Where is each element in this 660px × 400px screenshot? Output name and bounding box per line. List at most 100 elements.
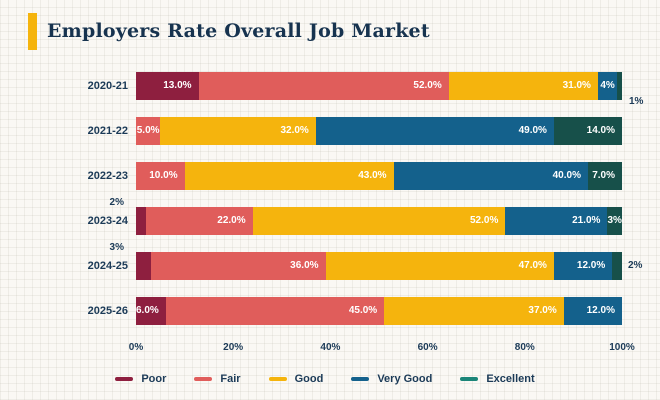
bar-track: 6.0% 45.0% 37.0% 12.0% [136,297,622,325]
bar-segment-very-good: 12.0% [563,297,622,325]
bar-segment-very-good: 12.0% [553,252,613,280]
legend-swatch-fair [194,377,213,381]
legend-item: Excellent [460,373,535,385]
value-label: 22.0% [217,215,246,226]
bar-segment-excellent: 2% [612,252,642,280]
x-axis-tick: 20% [223,342,244,353]
value-label: 2% [109,197,124,208]
chart-row: 2020-21 13.0% 52.0% 31.0% 4% 1% [28,72,643,107]
value-label: 7.0% [592,170,615,181]
chart-row: 2025-26 6.0% 45.0% 37.0% 12.0% [28,297,622,325]
row-label: 2025-26 [87,305,128,317]
value-label: 6.0% [136,305,159,316]
chart-row: 2021-22 5.0% 32.0% 49.0% 14.0% [28,117,622,145]
chart-row: 2022-23 10.0% 43.0% 40.0% 7.0% [28,162,622,190]
value-label: 43.0% [358,170,387,181]
bar-segment-very-good: 21.0% [505,207,608,235]
title-accent-bar [28,12,37,50]
bar-segment-fair: 10.0% [136,162,185,190]
chart-rows: 2020-21 13.0% 52.0% 31.0% 4% 1% 2021-22 5.0% 32.… [28,72,643,325]
value-label: 40.0% [552,170,581,181]
legend-swatch-very-good [351,377,370,381]
value-label: 37.0% [528,305,557,316]
legend-label: Good [294,373,324,385]
bar-segment-poor: 3% [110,243,151,280]
value-label: 45.0% [348,305,378,316]
x-axis-tick: 40% [320,342,341,353]
value-label: 31.0% [562,80,591,91]
x-axis-tick: 0% [128,342,144,353]
legend-label: Poor [141,373,167,385]
bar-track: 3% 36.0% 47.0% 12.0% 2% [110,243,642,280]
x-axis: 0% 20% 40% 60% 80% 100% [129,342,635,356]
value-label: 3% [607,215,622,226]
bar-segment-good: 52.0% [252,207,506,235]
bar-track: 5.0% 32.0% 49.0% 14.0% [136,117,622,145]
bar-segment-good: 43.0% [184,162,394,190]
chart-title: Employers Rate Overall Job Market [47,20,430,42]
row-label: 2024-25 [87,260,128,272]
row-label: 2020-21 [87,80,128,92]
value-label: 14.0% [586,125,615,136]
chart-header: Employers Rate Overall Job Market [0,0,660,50]
chart-legend: Poor Fair Good Very Good Excellent [28,373,622,385]
legend-swatch-poor [115,377,134,381]
legend-label: Excellent [486,373,535,385]
legend-label: Very Good [377,373,433,385]
value-label: 12.0% [586,305,615,316]
bar-segment-good: 32.0% [160,117,316,145]
bar-segment-very-good: 49.0% [315,117,554,145]
bar-segment-very-good: 4% [597,72,618,100]
bar-segment-good: 47.0% [325,252,554,280]
value-label: 13.0% [163,80,192,91]
row-label: 2022-23 [87,170,128,182]
value-label: 52.0% [470,215,499,226]
bar-segment-fair: 5.0% [136,117,161,145]
row-label: 2021-22 [87,125,128,137]
value-label: 4% [600,80,615,91]
bar-segment-poor: 13.0% [136,72,199,100]
value-label: 47.0% [518,260,547,271]
bar-track: 13.0% 52.0% 31.0% 4% 1% [136,72,643,107]
legend-item: Fair [194,373,241,385]
bar-segment-excellent: 14.0% [553,117,622,145]
x-axis-tick: 100% [609,342,635,353]
value-label: 52.0% [413,80,442,91]
legend-item: Poor [115,373,166,385]
value-label: 12.0% [576,260,606,271]
bar-segment-very-good: 40.0% [393,162,588,190]
value-label: 10.0% [149,170,178,181]
bar-segment-excellent: 3% [607,207,622,235]
bar-track: 10.0% 43.0% 40.0% 7.0% [136,162,622,190]
legend-swatch-good [268,377,287,381]
bar-segment-poor: 6.0% [136,297,166,325]
bar-segment-excellent: 7.0% [587,162,622,190]
bar-segment-excellent: 1% [617,72,643,107]
value-label: 2% [627,260,643,271]
value-label: 32.0% [280,125,309,136]
bar-segment-good: 31.0% [448,72,598,100]
bar-segment-fair: 45.0% [165,297,385,325]
bar-segment-fair: 22.0% [145,207,253,235]
bar-segment-fair: 36.0% [150,252,326,280]
x-axis-tick: 80% [514,342,535,353]
value-label: 36.0% [290,260,319,271]
value-label: 49.0% [518,125,547,136]
value-label: 1% [629,96,644,107]
value-label: 5.0% [136,125,160,136]
bar-segment-fair: 52.0% [198,72,449,100]
x-axis-tick: 60% [417,342,438,353]
legend-label: Fair [220,373,241,385]
legend-item: Good [268,373,324,385]
value-label: 3% [109,242,124,253]
chart-row: 2023-24 2% 22.0% 52.0% 21.0% 3% [28,198,622,235]
value-label: 21.0% [572,215,601,226]
chart-row: 2024-25 3% 36.0% 47.0% 12.0% 2% [28,243,642,280]
legend-item: Very Good [351,373,432,385]
bar-segment-good: 37.0% [384,297,564,325]
legend-swatch-excellent [460,377,479,381]
bar-track: 2% 22.0% 52.0% 21.0% 3% [110,198,622,235]
bar-segment-poor: 2% [110,198,146,235]
row-label: 2023-24 [87,215,128,227]
